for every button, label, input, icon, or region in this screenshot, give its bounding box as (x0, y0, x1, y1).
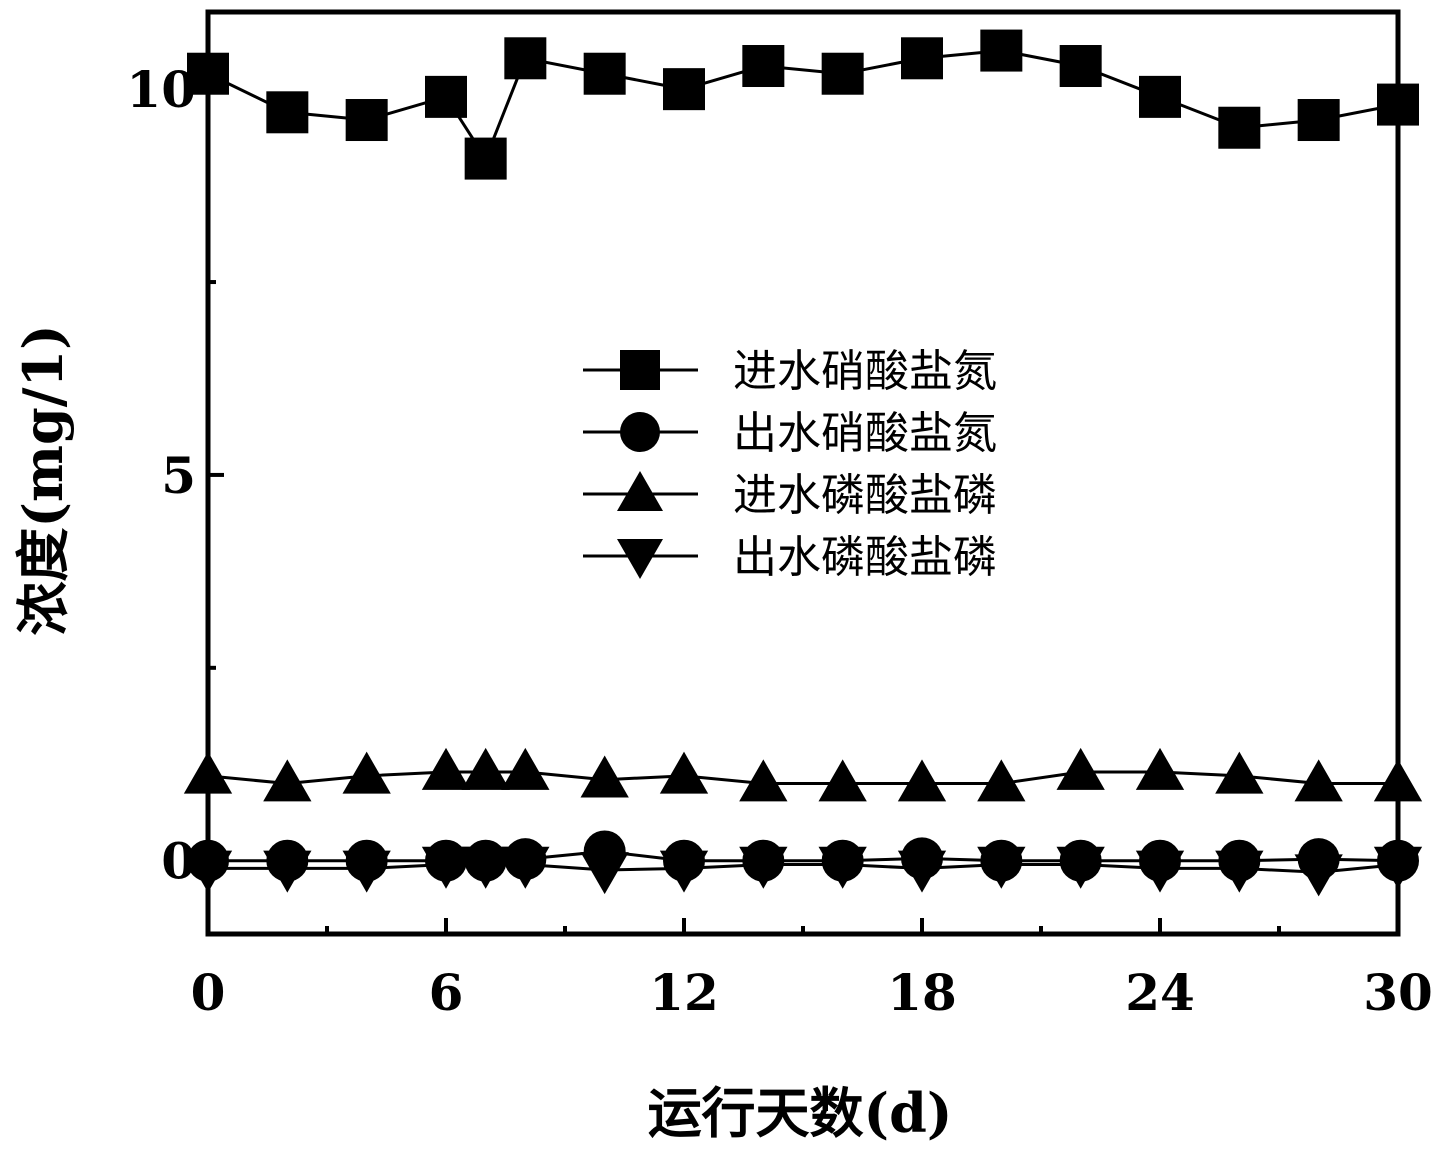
data-point (187, 52, 229, 95)
data-point (1059, 45, 1102, 88)
series-markers (183, 29, 1423, 897)
series-line (207, 770, 1398, 786)
data-point (897, 850, 947, 893)
data-point (461, 747, 510, 790)
data-point (659, 850, 709, 893)
data-point (1218, 106, 1261, 149)
y-axis-title: 浓度(mg/1) (11, 324, 75, 635)
legend-marker (617, 539, 663, 579)
data-point (425, 75, 467, 118)
data-point (818, 846, 867, 889)
legend-label: 出水硝酸盐氮 (733, 408, 997, 459)
data-point (980, 29, 1023, 72)
data-point (461, 846, 510, 889)
legend-marker (620, 412, 660, 452)
data-point (663, 68, 705, 111)
data-point (580, 852, 629, 895)
x-tick-label: 18 (887, 963, 957, 1022)
data-point (266, 91, 309, 134)
legend-label: 进水硝酸盐氮 (733, 346, 997, 397)
data-point (183, 751, 233, 794)
data-point (901, 37, 943, 80)
data-point (583, 52, 626, 95)
data-point (659, 751, 709, 794)
data-point (501, 846, 550, 889)
y-tick-label: 0 (161, 832, 196, 891)
y-tick-label: 5 (161, 446, 196, 505)
data-point (1373, 846, 1423, 889)
data-point (1139, 75, 1181, 118)
data-point (977, 759, 1026, 802)
data-point (1294, 759, 1343, 802)
legend-label: 进水磷酸盐磷 (733, 470, 997, 521)
x-tick-label: 24 (1125, 963, 1195, 1022)
data-point (1377, 83, 1419, 126)
data-point (1294, 854, 1343, 897)
x-tick-label: 6 (429, 963, 464, 1022)
data-point (1056, 846, 1105, 889)
data-point (263, 759, 312, 802)
y-tick-label: 10 (126, 60, 196, 119)
x-tick-label: 30 (1363, 963, 1433, 1022)
legend-marker (620, 350, 660, 390)
series-lines (207, 49, 1399, 874)
data-point (1056, 747, 1105, 790)
tick-labels: 0 6 12 18 24 30 0 5 10 (126, 60, 1432, 1022)
data-point (421, 846, 471, 889)
data-point (739, 759, 788, 802)
data-point (501, 747, 550, 790)
data-point (1215, 751, 1264, 794)
data-point (504, 37, 547, 80)
legend-label: 出水磷酸盐磷 (733, 532, 997, 583)
data-point (897, 759, 947, 802)
data-point (345, 99, 388, 142)
data-point (1215, 850, 1264, 893)
x-tick-label: 0 (191, 963, 226, 1022)
data-point (1135, 850, 1185, 893)
x-tick-label: 12 (649, 963, 719, 1022)
data-point (580, 755, 629, 798)
data-point (1297, 99, 1340, 142)
legend-marker (617, 471, 663, 511)
data-point (739, 846, 788, 889)
data-point (1135, 747, 1185, 790)
data-point (342, 751, 391, 794)
data-point (821, 52, 864, 95)
data-point (742, 45, 785, 88)
data-point (342, 850, 391, 893)
data-point (464, 137, 507, 180)
data-point (1373, 759, 1423, 802)
data-point (183, 850, 233, 893)
data-point (818, 759, 867, 802)
x-axis-title: 运行天数(d) (648, 1081, 953, 1145)
data-point (263, 850, 312, 893)
data-point (421, 747, 471, 790)
data-point (977, 846, 1026, 889)
